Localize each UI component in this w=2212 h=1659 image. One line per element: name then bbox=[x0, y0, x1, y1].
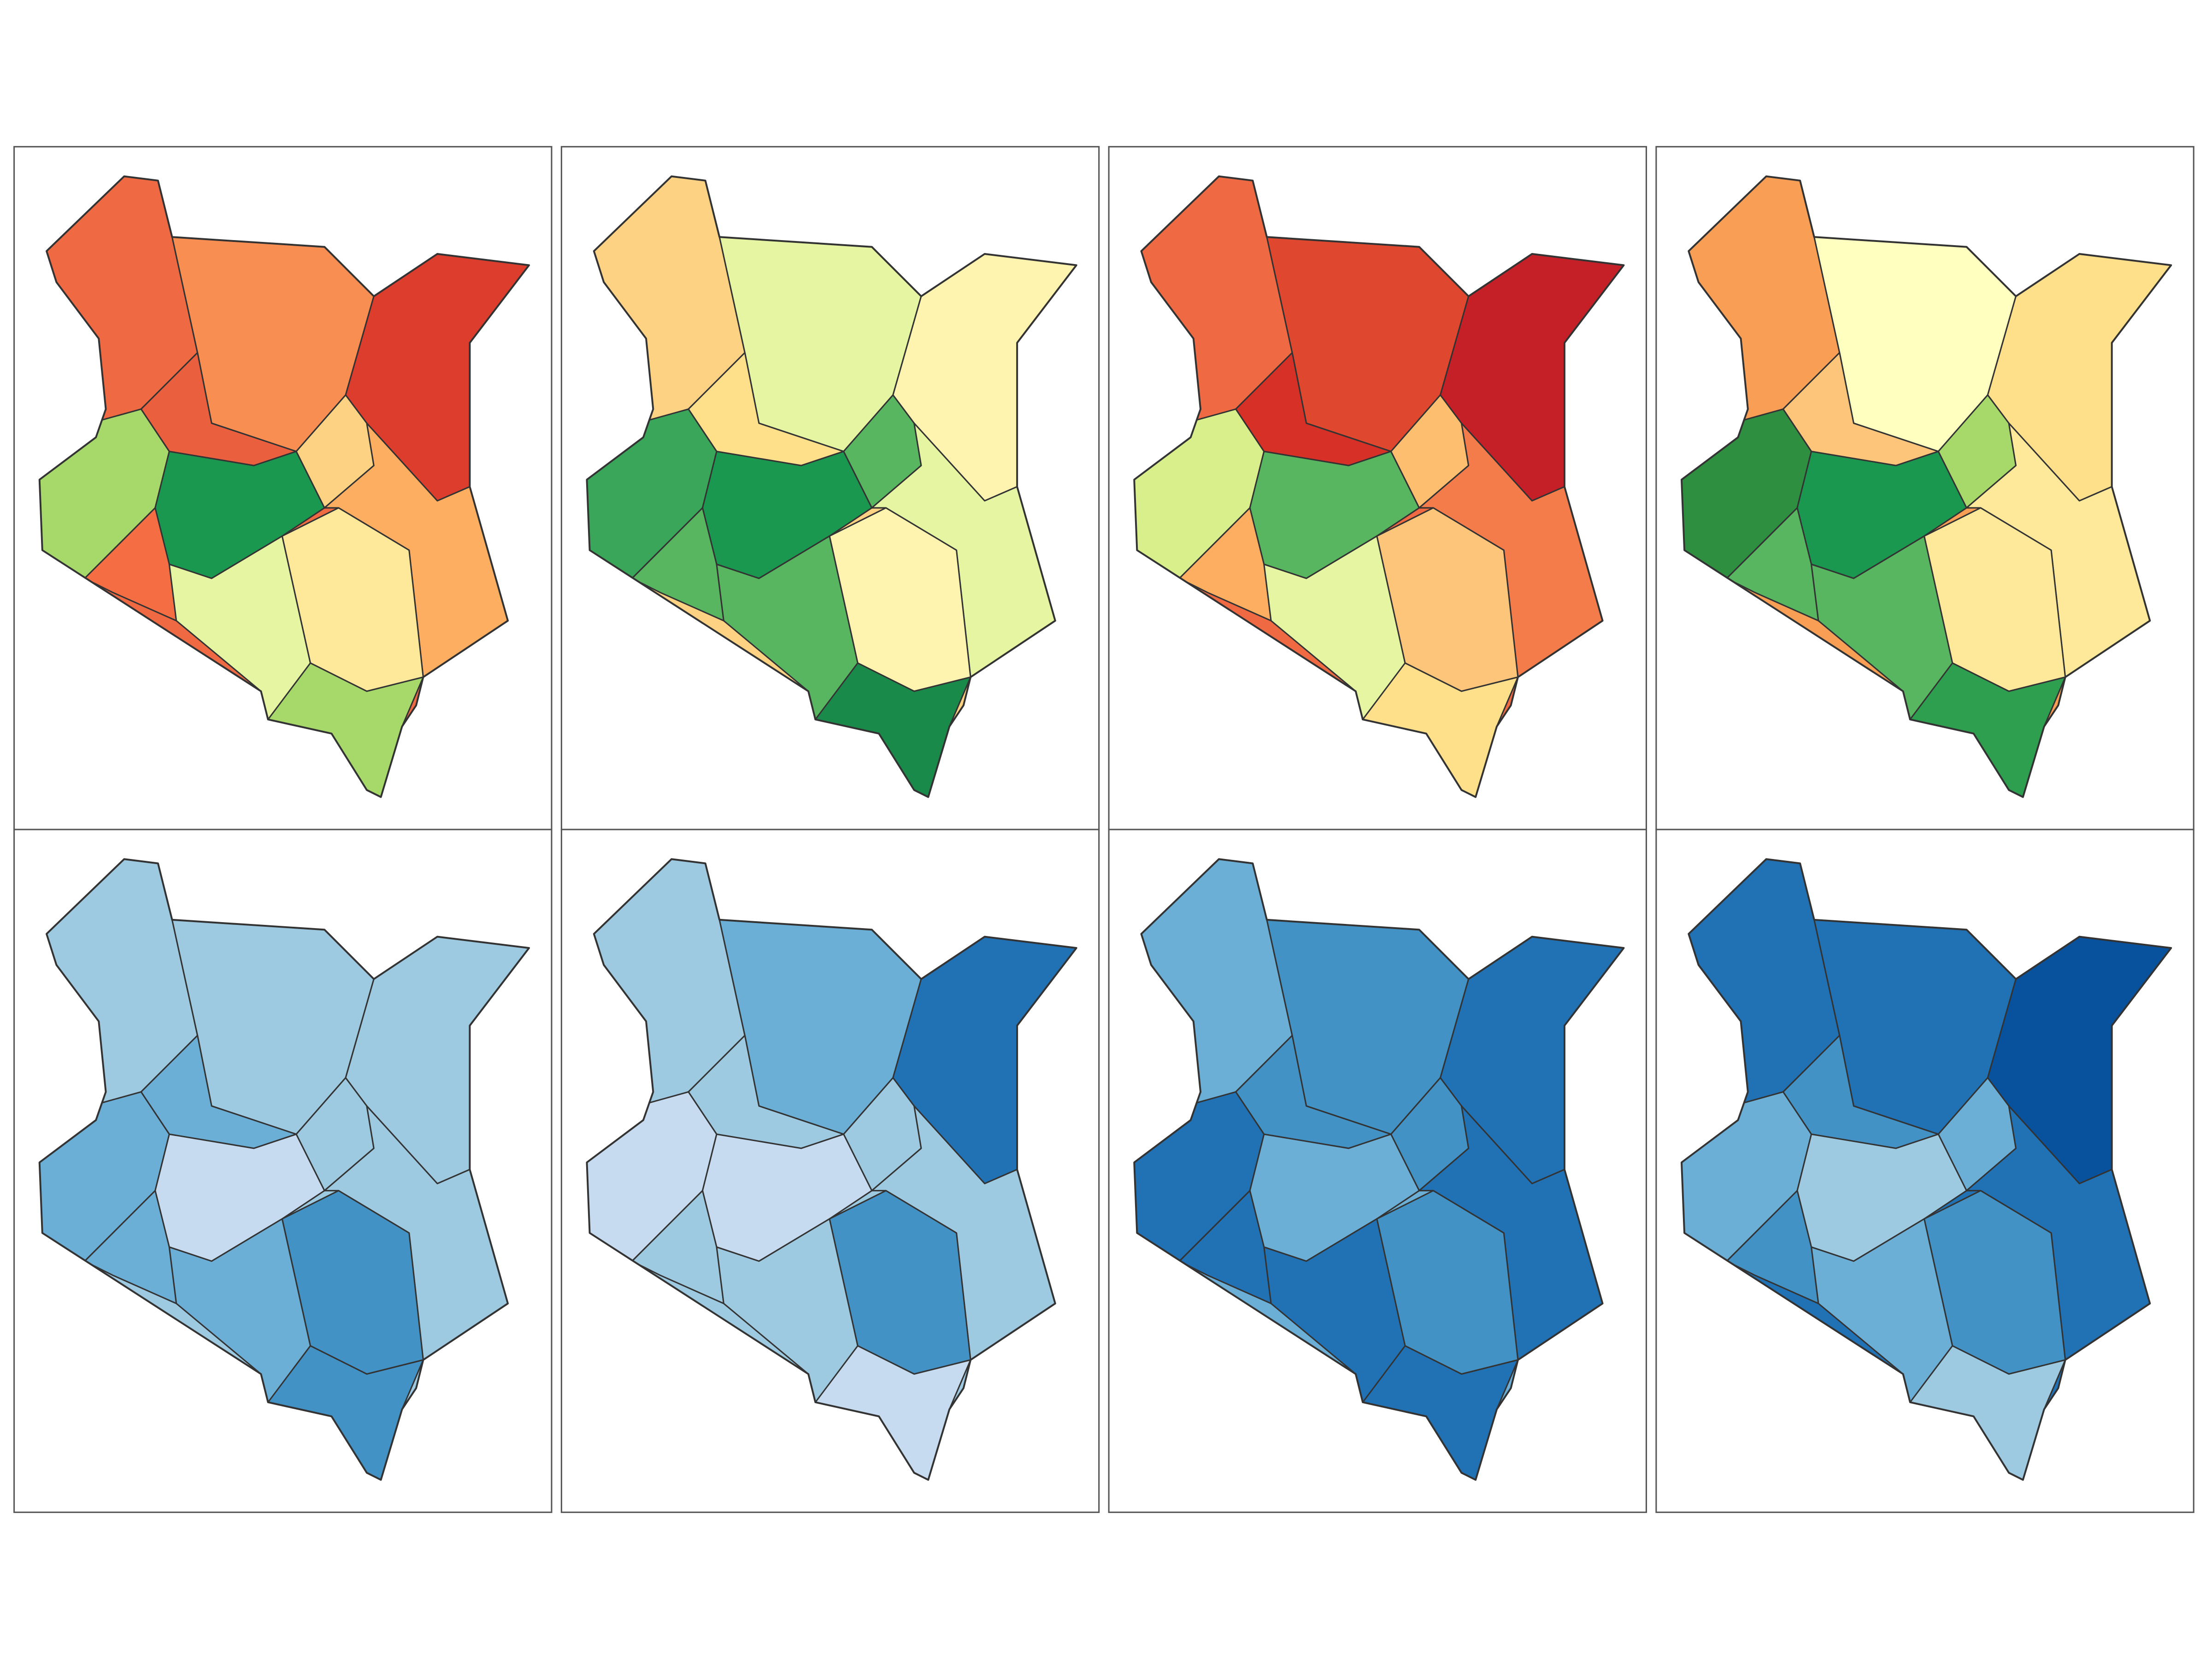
map-outline bbox=[1133, 858, 1625, 1481]
map-panel bbox=[1680, 858, 2172, 1481]
panel-frame bbox=[1108, 829, 1647, 1513]
map-panel bbox=[586, 175, 1077, 798]
map-outline bbox=[38, 858, 530, 1481]
map-regions bbox=[1134, 859, 1624, 1480]
map-regions bbox=[587, 859, 1077, 1480]
map-outline bbox=[586, 175, 1077, 798]
map-regions bbox=[587, 176, 1077, 797]
panel-frame bbox=[560, 829, 1100, 1513]
map-outline bbox=[1680, 858, 2172, 1481]
map-outline bbox=[586, 858, 1077, 1481]
panel-frame bbox=[13, 829, 553, 1513]
map-panel bbox=[38, 175, 530, 798]
map-panel bbox=[1133, 175, 1625, 798]
map-regions bbox=[39, 859, 529, 1480]
map-regions bbox=[1134, 176, 1624, 797]
map-panel bbox=[38, 858, 530, 1481]
map-outline bbox=[1133, 175, 1625, 798]
panel-frame bbox=[1655, 829, 2194, 1513]
map-regions bbox=[1681, 176, 2171, 797]
map-outline bbox=[1680, 175, 2172, 798]
map-regions bbox=[39, 176, 529, 797]
map-regions bbox=[1681, 859, 2171, 1480]
map-outline bbox=[38, 175, 530, 798]
map-panel bbox=[1133, 858, 1625, 1481]
map-panel bbox=[586, 858, 1077, 1481]
map-panel bbox=[1680, 175, 2172, 798]
